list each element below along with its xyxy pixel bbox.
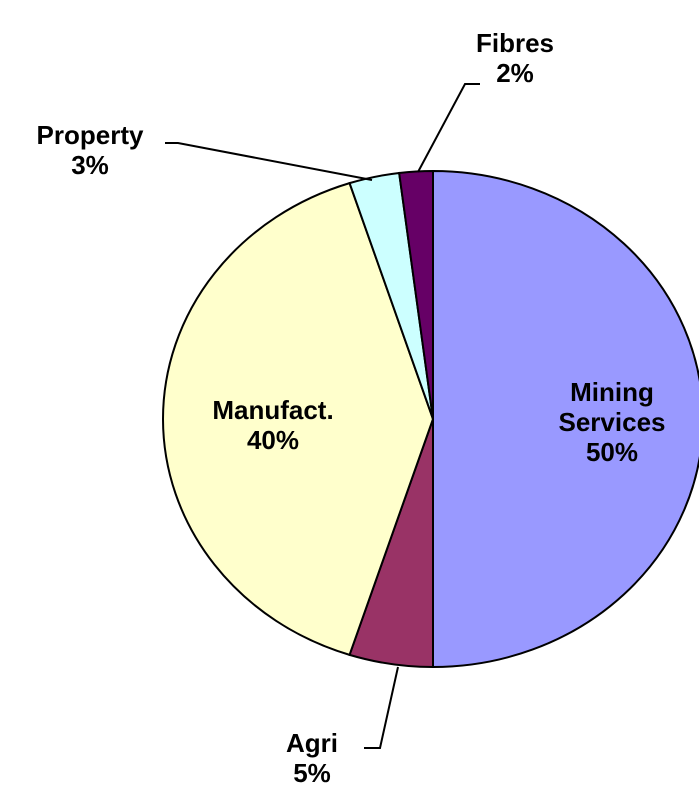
value-label: 50%	[585, 437, 639, 467]
category-label: Fibres	[475, 28, 555, 58]
slice-label: Manufact. 40%	[173, 395, 373, 455]
slice-label: Property 3%	[0, 120, 180, 180]
value-label: 2%	[496, 58, 534, 88]
category-label: Manufact.	[212, 395, 334, 425]
pie-slice	[432, 169, 699, 669]
pie-slice	[162, 181, 435, 657]
value-label: 40%	[246, 425, 300, 455]
category-label: Property	[36, 120, 144, 150]
category-label: Agri	[286, 728, 338, 758]
slice-label: Mining Services 50%	[527, 377, 697, 467]
leader-line	[364, 666, 399, 749]
value-label: 3%	[71, 150, 109, 180]
pie-slice	[398, 169, 434, 420]
leader-line	[417, 83, 480, 173]
slice-label: Fibres 2%	[445, 28, 585, 88]
slice-label: Agri 5%	[252, 728, 372, 788]
category-label: Mining Services	[558, 377, 666, 437]
value-label: 5%	[293, 758, 331, 788]
leader-line	[165, 142, 373, 181]
